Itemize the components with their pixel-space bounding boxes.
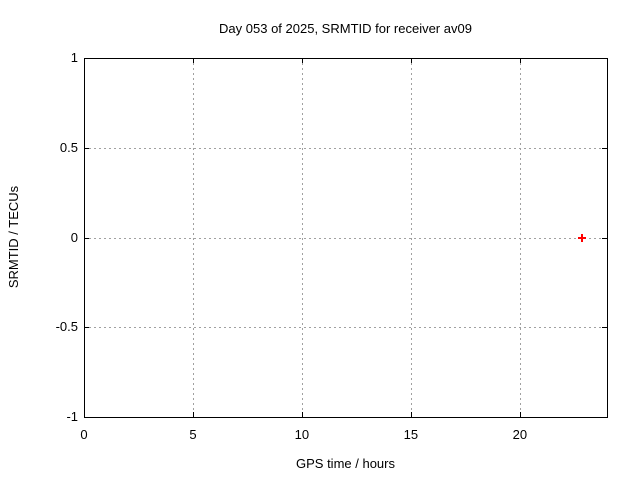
- chart-title: Day 053 of 2025, SRMTID for receiver av0…: [219, 21, 472, 36]
- x-tick-label: 5: [189, 427, 197, 442]
- x-axis-label: GPS time / hours: [296, 456, 395, 471]
- x-tick-label: 10: [294, 427, 310, 442]
- y-tick-label: 0.5: [59, 139, 78, 155]
- y-tick-label: 0: [70, 229, 78, 245]
- x-tick-label: 0: [80, 427, 88, 442]
- y-tick-label: 1: [70, 50, 78, 65]
- y-tick-label: -1: [66, 409, 78, 424]
- x-tick-label: 15: [403, 427, 419, 442]
- x-tick-label: 20: [512, 427, 528, 442]
- y-tick-label: -0.5: [55, 319, 78, 335]
